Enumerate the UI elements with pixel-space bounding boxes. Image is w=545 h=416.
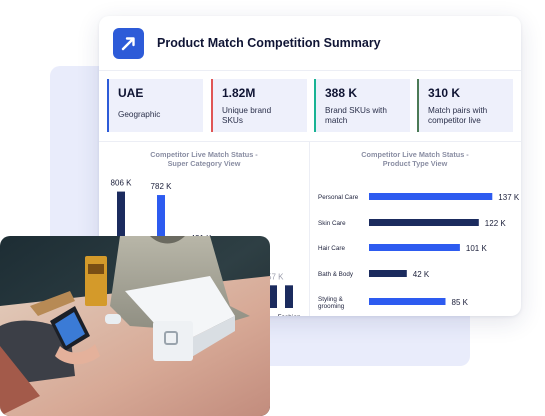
category-label: Fashion	[277, 314, 301, 316]
chart-title: Competitor Live Match Status - Super Cat…	[150, 150, 258, 168]
trend-arrow-icon	[113, 28, 144, 59]
stat-label: Unique brand SKUs	[222, 106, 272, 125]
product-type-chart: Competitor Live Match Status - Product T…	[310, 142, 521, 316]
bar-value-label: 42 K	[413, 270, 430, 279]
bar-value-label: 782 K	[151, 182, 173, 191]
chart-title: Competitor Live Match Status - Product T…	[361, 150, 469, 168]
bar-value-label: 85 K	[452, 298, 469, 307]
bar-value-label: 122 K	[485, 219, 507, 228]
page-title: Product Match Competition Summary	[157, 36, 381, 50]
category-label: Personal Care	[318, 194, 359, 201]
bar-value-label: 137 K	[498, 193, 520, 202]
stat-value: UAE	[118, 86, 144, 100]
bar-value-label: 806 K	[111, 179, 133, 188]
bar-value-label: 157 K	[263, 272, 285, 281]
stat-card-match-pairs: 310 K Match pairs with competitor live	[417, 79, 513, 132]
category-label: Styling &	[318, 296, 344, 303]
bar-value-label: 101 K	[466, 244, 488, 253]
chart-bar	[369, 298, 446, 305]
stats-row: UAE Geographic 1.82M Unique brand SKUs 3…	[107, 79, 513, 134]
chart-bar	[369, 219, 479, 226]
category-label: Hair Care	[318, 245, 345, 252]
stat-label: Geographic	[118, 110, 161, 119]
store-checkout-photo	[0, 236, 270, 416]
chart-bar	[369, 270, 407, 277]
category-label: grooming	[318, 303, 345, 310]
chart-bar	[285, 285, 293, 308]
stat-label: Match pairs with competitor live	[428, 106, 488, 125]
chart-bar	[369, 244, 460, 251]
divider	[99, 141, 521, 142]
category-label: Bath & Body	[318, 271, 354, 278]
stat-card-brand-skus-match: 388 K Brand SKUs with match	[314, 79, 410, 132]
stat-card-unique-skus: 1.82M Unique brand SKUs	[211, 79, 307, 132]
stat-label: Brand SKUs with match	[325, 106, 387, 125]
card-header: Product Match Competition Summary	[99, 16, 521, 71]
stat-value: 1.82M	[222, 86, 256, 100]
divider	[309, 142, 310, 316]
stat-card-geographic: UAE Geographic	[107, 79, 203, 132]
chart-bar	[369, 193, 493, 200]
stat-value: 310 K	[428, 86, 461, 100]
stat-value: 388 K	[325, 86, 358, 100]
chart-bar	[269, 285, 277, 308]
product-type-bars: Personal Care 137 K Skin Care 122 K Hair Car…	[318, 193, 520, 310]
category-label: Skin Care	[318, 220, 346, 227]
